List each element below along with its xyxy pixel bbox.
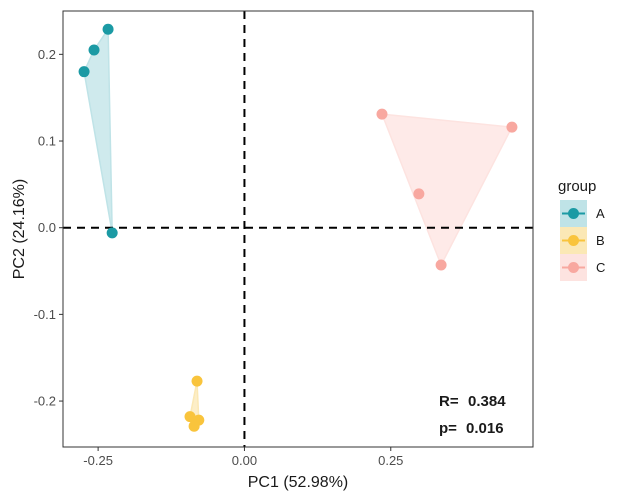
point-C-2 <box>506 121 518 133</box>
y-tick-label: -0.2 <box>34 394 56 409</box>
x-axis-ticks: -0.25 0.00 0.25 <box>83 447 403 468</box>
legend-item-C: C <box>560 254 605 281</box>
hull-group-C <box>380 113 514 267</box>
plot-panel-border <box>62 10 534 448</box>
y-tick-label: 0.0 <box>38 220 56 235</box>
point-A-2 <box>88 44 100 56</box>
hull-group-A <box>83 26 113 234</box>
p-label: p= <box>439 420 457 437</box>
point-A-4 <box>106 227 118 239</box>
reference-lines <box>63 11 533 447</box>
y-tick-label: -0.1 <box>34 307 56 322</box>
legend: group ABC <box>558 178 605 281</box>
y-tick-label: 0.2 <box>38 47 56 62</box>
legend-key-point <box>568 235 579 246</box>
y-axis-title: PC2 (24.16%) <box>11 179 28 280</box>
point-C-1 <box>376 108 388 120</box>
r-value: 0.384 <box>468 393 506 410</box>
x-axis-title: PC1 (52.98%) <box>248 474 349 491</box>
r-label: R= <box>439 393 459 410</box>
legend-key-point <box>568 208 579 219</box>
point-A-1 <box>102 23 114 35</box>
point-C-4 <box>435 259 447 271</box>
legend-item-B: B <box>560 227 605 254</box>
legend-label: A <box>596 206 605 221</box>
group-hulls <box>83 26 514 428</box>
p-value: 0.016 <box>466 420 504 437</box>
x-tick-label: -0.25 <box>83 453 113 468</box>
statistics-annotation: R= 0.384 p= 0.016 <box>439 393 506 437</box>
legend-label: C <box>596 260 605 275</box>
data-points <box>78 23 518 432</box>
point-C-3 <box>413 188 425 200</box>
x-tick-label: 0.25 <box>378 453 403 468</box>
legend-title: group <box>558 178 596 195</box>
point-B-1 <box>191 375 203 387</box>
point-B-4 <box>188 420 200 432</box>
point-A-3 <box>78 66 90 78</box>
legend-label: B <box>596 233 605 248</box>
legend-key-point <box>568 262 579 273</box>
legend-item-A: A <box>560 200 605 227</box>
y-tick-label: 0.1 <box>38 134 56 149</box>
point-B-2 <box>184 411 196 423</box>
y-axis-ticks: -0.2 -0.1 0.0 0.1 0.2 <box>34 47 63 409</box>
x-tick-label: 0.00 <box>232 453 257 468</box>
